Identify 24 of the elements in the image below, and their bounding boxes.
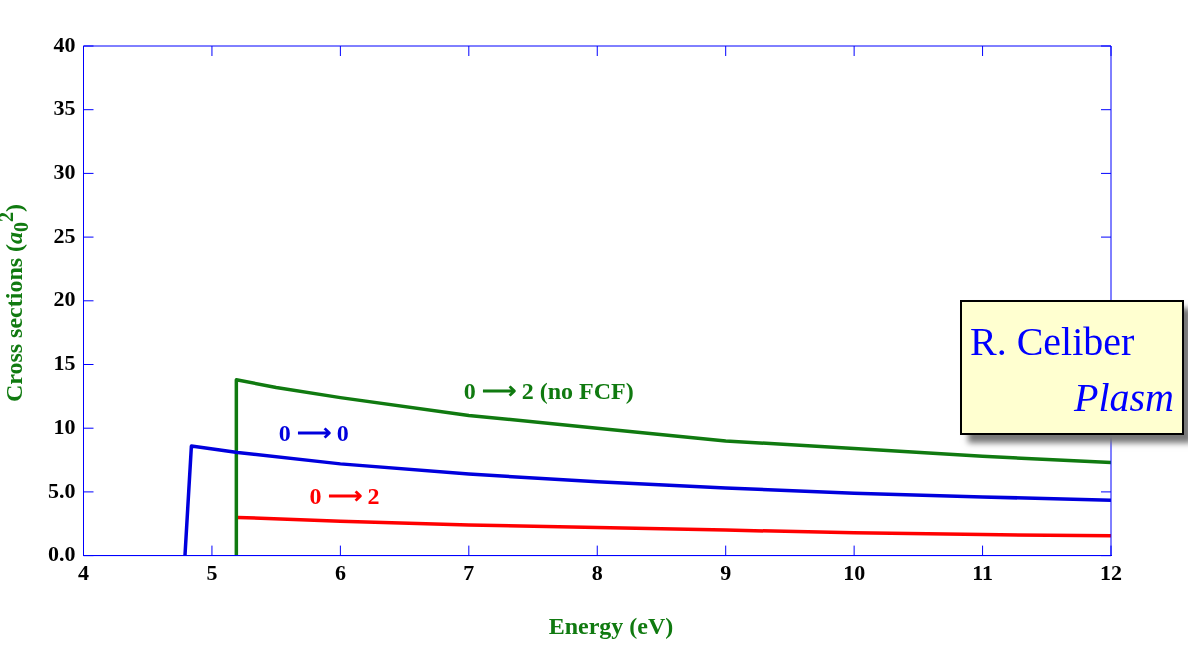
series-label: 0 ⟶ 0: [278, 420, 349, 447]
x-tick-label: 4: [78, 560, 89, 586]
y-tick-label: 10: [53, 413, 76, 439]
y-tick-label: 35: [53, 95, 76, 121]
x-axis-title: Energy (eV): [548, 612, 674, 640]
x-tick-label: 9: [720, 560, 732, 586]
y-tick-label: 30: [53, 159, 76, 185]
series-label: 0 ⟶ 2: [309, 483, 380, 510]
x-tick-label: 8: [591, 560, 603, 586]
y-tick-label: 25: [53, 222, 76, 248]
y-tick-label: 15: [53, 350, 76, 376]
x-tick-label: 6: [334, 560, 346, 586]
x-tick-label: 12: [1100, 560, 1122, 586]
x-tick-label: 10: [843, 560, 866, 586]
x-tick-label: 7: [463, 560, 475, 586]
y-tick-label: 5.0: [48, 477, 76, 503]
y-tick-label: 40: [53, 31, 76, 57]
x-tick-label: 5: [206, 560, 218, 586]
y-tick-label: 20: [53, 286, 76, 312]
series-label: 0 ⟶ 2 (no FCF): [463, 377, 634, 404]
annotation: Plasm: [1073, 374, 1174, 422]
y-tick-label: 0.0: [48, 541, 76, 567]
annotation: R. Celiber: [970, 318, 1136, 366]
x-tick-label: 11: [972, 560, 993, 586]
